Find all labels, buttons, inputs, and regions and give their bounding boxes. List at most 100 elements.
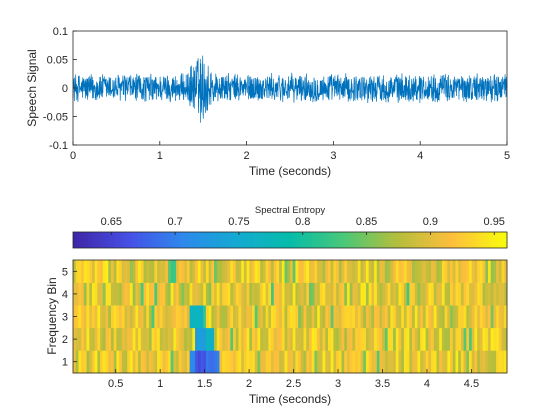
heatmap-cell	[121, 350, 125, 374]
heatmap-cell	[376, 282, 380, 306]
heatmap-cell	[157, 305, 161, 329]
colorbar-ticks: 0.65 0.7 0.75 0.8 0.85 0.9 0.95	[101, 216, 505, 235]
heatmap-cell	[409, 327, 413, 351]
heatmap-cell	[314, 327, 318, 351]
heatmap-cell	[105, 305, 109, 329]
heatmap-cell	[371, 282, 375, 306]
heatmap-cell	[224, 305, 229, 329]
heatmap-cell	[365, 282, 370, 306]
heatmap-cell	[78, 260, 82, 283]
heatmap-cell	[154, 327, 158, 351]
heatmap-cell	[317, 327, 321, 351]
heatmap-cell	[496, 260, 500, 283]
heatmap-cell	[436, 327, 440, 351]
heatmap-cell	[205, 350, 210, 374]
heatmap-cell	[216, 350, 220, 374]
heatmap-cell	[129, 305, 134, 329]
heatmap-cell	[260, 282, 264, 306]
colorbar-segment	[333, 232, 338, 248]
heatmap-cell	[433, 282, 437, 306]
heatmap-cell	[298, 260, 302, 283]
colorbar-segment	[239, 232, 244, 248]
heatmap-cell	[121, 305, 125, 329]
colorbar-segment	[159, 232, 164, 248]
colorbar-segment	[105, 232, 110, 248]
heatmap-cell	[363, 305, 367, 329]
heatmap-cell	[338, 350, 342, 374]
heatmap-cell	[243, 260, 247, 283]
colorbar-segment	[138, 232, 143, 248]
heatmap-cell	[330, 350, 334, 374]
heatmap-cell	[466, 282, 470, 306]
colorbar-segment	[250, 232, 255, 248]
heatmap-cell	[230, 260, 234, 283]
heatmap-cell	[330, 260, 334, 283]
heatmap-cell	[129, 350, 134, 374]
heatmap-cell	[97, 305, 101, 329]
heatmap-cell	[477, 282, 481, 306]
heatmap-cell	[233, 260, 237, 283]
heatmap-cell	[477, 305, 481, 329]
heatmap-cell	[127, 327, 131, 351]
colorbar-segment	[441, 232, 447, 248]
heatmap-cell	[420, 260, 424, 283]
heatmap-cell	[173, 260, 177, 283]
speech-signal-line	[72, 55, 508, 123]
colorbar-segment	[152, 232, 157, 248]
heatmap-cell	[108, 282, 112, 306]
heatmap-cell	[78, 282, 82, 306]
heatmap-cell	[208, 327, 212, 351]
colorbar-segment	[347, 232, 352, 248]
heatmap-cell	[238, 350, 242, 374]
signal-x-tick-label: 5	[504, 150, 510, 162]
heatmap-cell	[279, 282, 283, 306]
heatmap-cell	[330, 282, 334, 306]
heatmap-cell	[452, 350, 456, 374]
colorbar-segment	[163, 232, 168, 248]
heatmap-cell	[412, 282, 416, 306]
colorbar-segment	[467, 232, 472, 248]
heatmap-cell	[319, 327, 323, 351]
heatmap-cell	[338, 305, 342, 329]
colorbar-segment	[286, 232, 291, 248]
heatmap-cell	[268, 282, 272, 306]
heatmap-cell	[89, 350, 93, 374]
heatmap-cell	[241, 260, 245, 283]
heatmap-cell	[197, 327, 201, 351]
heatmap-x-tick-label: 2	[246, 378, 252, 390]
colorbar-segment	[402, 232, 407, 248]
colorbar-segment	[192, 232, 197, 248]
colorbar-segment	[210, 232, 215, 248]
heatmap-cell	[363, 282, 367, 306]
heatmap-cell	[167, 305, 172, 329]
colorbar-segment	[221, 232, 226, 248]
heatmap-cell	[333, 260, 337, 283]
heatmap-cell	[124, 282, 128, 306]
heatmap-cell	[268, 305, 272, 329]
heatmap-cell	[195, 305, 199, 329]
colorbar-segment	[322, 232, 327, 248]
heatmap-x-tick-label: 1	[157, 378, 163, 390]
colorbar-segment	[80, 232, 85, 248]
heatmap-cell	[262, 260, 266, 283]
heatmap-cell	[460, 327, 464, 351]
heatmap-cell	[357, 305, 361, 329]
heatmap-cell	[197, 350, 201, 374]
heatmap-cell	[170, 327, 174, 351]
heatmap-cell	[376, 260, 380, 283]
heatmap-cell	[162, 282, 166, 306]
heatmap-cell	[233, 282, 237, 306]
heatmap-cell	[110, 260, 115, 283]
heatmap-cell	[151, 327, 155, 351]
heatmap-cell	[186, 305, 191, 329]
heatmap-cell	[203, 350, 207, 374]
heatmap-cell	[344, 350, 348, 374]
heatmap-cell	[192, 282, 196, 306]
heatmap-cell	[197, 260, 201, 283]
heatmap-cell	[181, 327, 185, 351]
heatmap-cell	[254, 327, 258, 351]
heatmap-cell	[273, 327, 277, 351]
heatmap-cell	[222, 282, 226, 306]
heatmap-cell	[195, 350, 199, 374]
heatmap-cell	[501, 282, 505, 306]
